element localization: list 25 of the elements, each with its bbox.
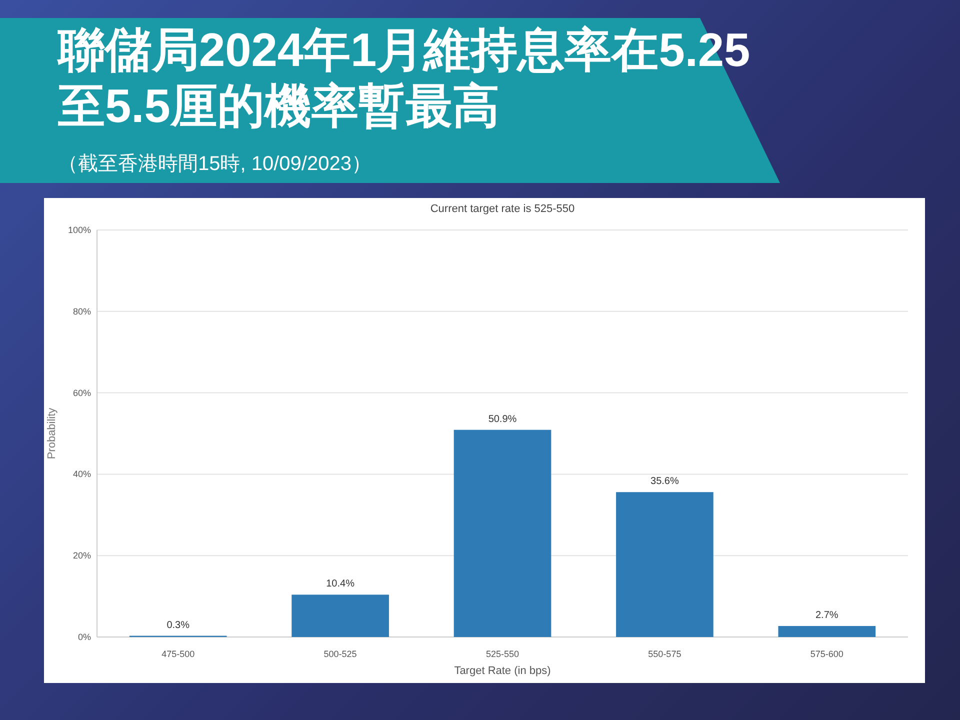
x-tick-label: 525-550 — [486, 649, 520, 659]
x-tick-label: 575-600 — [810, 649, 844, 659]
bar — [292, 594, 389, 637]
data-label: 50.9% — [488, 414, 517, 425]
data-label: 0.3% — [166, 620, 190, 631]
data-label: 10.4% — [326, 578, 355, 590]
text: （截至香港時間15時, 10/09/2023） — [58, 152, 372, 177]
chart-subtitle: Current target rate is 525-550 — [430, 203, 575, 215]
data-label: 2.7% — [816, 610, 838, 622]
data-label: 35.6% — [650, 476, 679, 488]
x-tick-label: 550-575 — [648, 649, 682, 659]
chart-title: 聯儲局2024年1月維持息率在5.25至5.5厘的機率暫最高 — [58, 22, 752, 134]
bar — [778, 626, 876, 637]
bar — [616, 492, 714, 637]
y-axis-title: Probability — [46, 407, 58, 460]
y-tick-label: 80% — [72, 306, 91, 316]
x-tick-label: 475-500 — [162, 649, 195, 659]
y-tick-label: 100% — [68, 225, 91, 235]
y-tick-label: 20% — [72, 550, 91, 561]
bar — [454, 430, 552, 637]
x-tick-label: 500-525 — [324, 649, 357, 659]
y-tick-label: 60% — [72, 388, 91, 398]
x-axis-title: Target Rate (in bps) — [454, 665, 551, 677]
y-tick-label: 40% — [72, 469, 91, 480]
y-tick-label: 0% — [78, 632, 91, 642]
